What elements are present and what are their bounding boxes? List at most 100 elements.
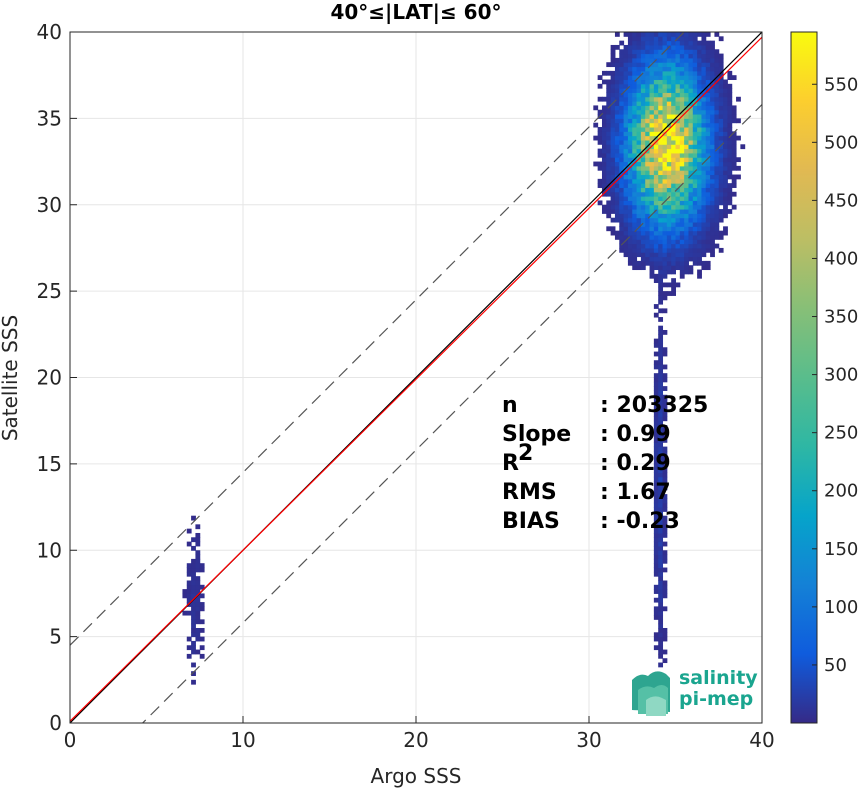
density-cell [714, 191, 720, 197]
density-cell [658, 399, 664, 404]
density-cell [662, 450, 668, 456]
density-cell [671, 230, 676, 236]
density-cell [692, 178, 698, 184]
density-cell [662, 567, 668, 573]
density-cell [645, 83, 651, 89]
density-cell [710, 66, 715, 72]
density-cell [679, 131, 685, 137]
density-cell [623, 83, 629, 89]
density-cell [723, 191, 728, 197]
density-cell [679, 101, 685, 106]
density-cell [705, 161, 711, 167]
density-cell [684, 148, 689, 154]
density-cell [701, 53, 707, 59]
density-cell [614, 230, 620, 236]
density-cell [636, 83, 642, 89]
density-cell [662, 502, 668, 508]
density-cell [675, 83, 681, 89]
density-cell [662, 66, 668, 72]
density-cell [688, 131, 694, 137]
density-cell [632, 70, 638, 76]
density-cell [186, 528, 192, 534]
density-cell [636, 230, 642, 236]
density-cell [675, 92, 681, 98]
density-cell [627, 170, 633, 176]
density-cell [701, 239, 707, 245]
density-cell [710, 204, 715, 210]
density-cell [610, 226, 616, 232]
density-cell [640, 217, 646, 223]
density-cell [666, 75, 672, 81]
density-cell [606, 144, 612, 150]
density-cell [632, 252, 638, 258]
density-cell [640, 204, 646, 210]
density-cell [684, 66, 689, 72]
density-cell [710, 170, 715, 176]
density-cell [684, 204, 689, 210]
density-cell [671, 213, 676, 219]
stat-label: n [502, 393, 518, 418]
density-cell [714, 127, 720, 132]
density-cell [658, 174, 664, 180]
density-cell [645, 170, 651, 176]
density-cell [701, 148, 707, 154]
density-cell [671, 200, 676, 206]
density-cell [662, 455, 668, 461]
density-cell [723, 230, 728, 236]
density-cell [619, 161, 625, 167]
density-cell [675, 127, 681, 132]
density-cell [710, 40, 715, 46]
density-cell [692, 209, 698, 214]
density-cell [601, 127, 607, 132]
density-cell [658, 243, 664, 249]
density-cell [658, 49, 664, 55]
density-cell [649, 187, 655, 193]
density-cell [727, 196, 733, 201]
density-cell [645, 70, 651, 76]
density-cell [645, 256, 651, 262]
density-cell [627, 75, 633, 81]
density-cell [627, 234, 633, 240]
density-cell [614, 88, 620, 93]
density-cell [710, 75, 715, 81]
density-cell [649, 265, 655, 271]
density-cell [658, 589, 664, 594]
density-cell [645, 105, 651, 111]
density-cell [653, 304, 659, 309]
density-cell [658, 498, 664, 504]
colorbar-tick-label: 550 [824, 74, 858, 95]
density-cell [727, 187, 733, 193]
density-cell [697, 183, 702, 188]
density-cell [701, 161, 707, 167]
density-cell [714, 230, 720, 236]
density-cell [688, 252, 694, 258]
density-cell [714, 105, 720, 111]
density-cell [714, 170, 720, 176]
density-cell [710, 234, 715, 240]
density-cell [662, 230, 668, 236]
density-cell [623, 217, 629, 223]
density-cell [614, 148, 620, 154]
density-cell [191, 576, 196, 581]
density-cell [675, 178, 681, 184]
density-cell [623, 57, 629, 63]
density-cell [662, 88, 668, 93]
density-cell [662, 157, 668, 163]
density-cell [653, 230, 659, 236]
density-cell [653, 234, 659, 240]
density-cell [636, 178, 642, 184]
density-cell [671, 40, 676, 46]
density-cell [688, 57, 694, 63]
density-cell [649, 44, 655, 50]
density-cell [614, 152, 620, 158]
density-cell [610, 170, 616, 176]
density-cell [692, 187, 698, 193]
density-cell [705, 114, 711, 119]
density-cell [186, 580, 192, 586]
density-cell [658, 386, 664, 391]
density-cell [714, 152, 720, 158]
density-cell [627, 213, 633, 219]
density-cell [640, 92, 646, 98]
density-cell [645, 226, 651, 232]
density-cell [675, 70, 681, 76]
